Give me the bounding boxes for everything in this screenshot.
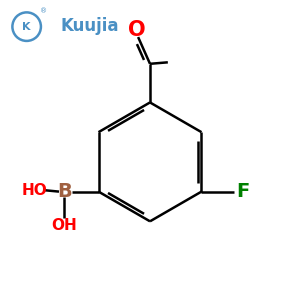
Text: OH: OH	[52, 218, 77, 233]
Text: ®: ®	[40, 8, 47, 14]
Text: K: K	[22, 22, 31, 32]
Text: Kuujia: Kuujia	[61, 17, 119, 35]
Text: F: F	[236, 182, 249, 201]
Text: HO: HO	[22, 183, 47, 198]
Text: O: O	[128, 20, 146, 40]
Text: B: B	[57, 182, 72, 201]
